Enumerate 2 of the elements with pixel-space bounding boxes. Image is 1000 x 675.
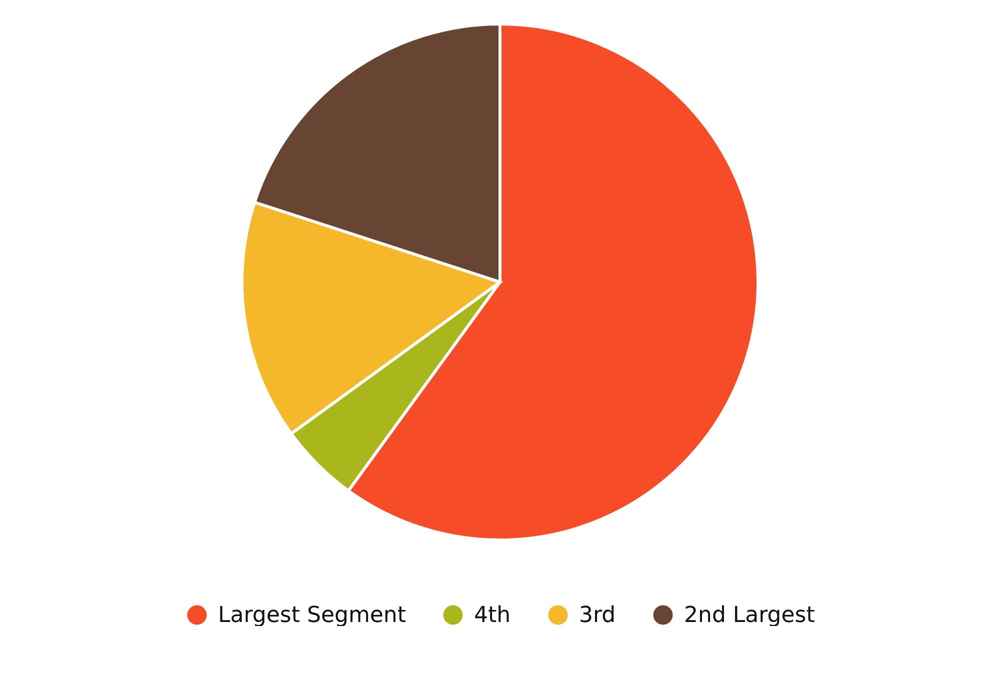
legend-label: 3rd	[579, 603, 616, 628]
legend-label: 4th	[474, 603, 511, 628]
